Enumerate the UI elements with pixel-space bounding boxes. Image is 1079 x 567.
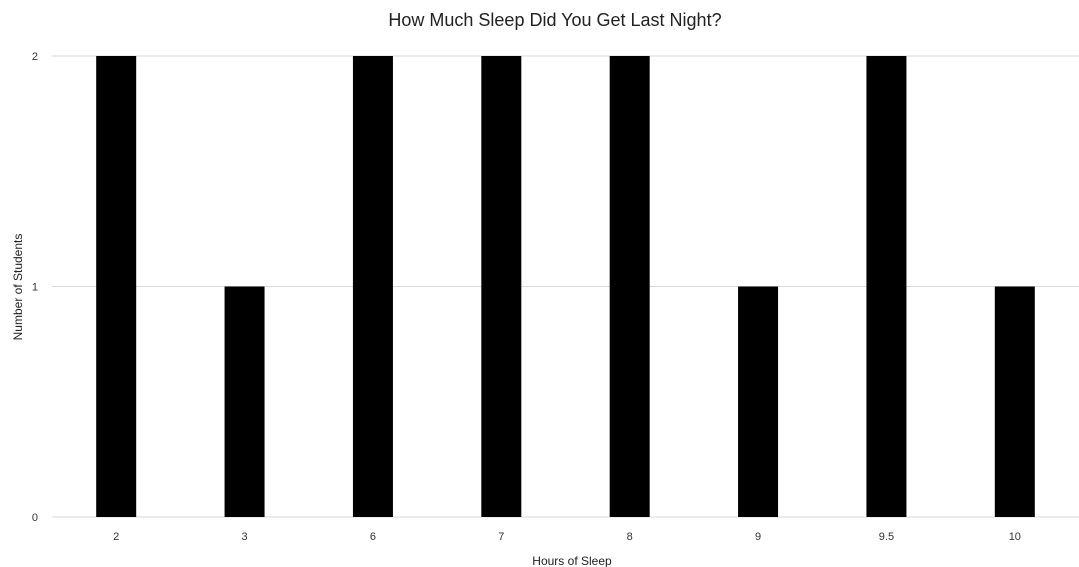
y-tick-labels: 0 1 2: [32, 51, 38, 524]
x-tick-label: 9.5: [879, 531, 894, 543]
y-tick-label: 0: [32, 512, 38, 524]
x-tick-label: 8: [627, 531, 633, 543]
bar-6: [352, 56, 393, 517]
bar-2: [96, 56, 137, 517]
gridlines: [52, 55, 1079, 518]
bar-7: [481, 56, 522, 517]
bar-9.5: [866, 56, 907, 517]
x-tick-label: 2: [113, 531, 119, 543]
bar-3: [224, 286, 265, 517]
chart-title: How Much Sleep Did You Get Last Night?: [388, 10, 721, 30]
x-tick-label: 9: [755, 531, 761, 543]
y-axis-label: Number of Students: [11, 234, 25, 341]
x-tick-label: 10: [1009, 531, 1021, 543]
bars: [96, 56, 1035, 517]
y-tick-label: 1: [32, 282, 38, 294]
bar-9: [738, 286, 779, 517]
x-tick-label: 3: [242, 531, 248, 543]
y-tick-label: 2: [32, 51, 38, 63]
bar-8: [609, 56, 650, 517]
x-axis-label: Hours of Sleep: [532, 554, 612, 567]
x-tick-label: 6: [370, 531, 376, 543]
x-tick-labels: 2 3 6 7 8 9 9.5 10: [113, 531, 1021, 543]
bar-10: [994, 286, 1035, 517]
x-tick-label: 7: [498, 531, 504, 543]
